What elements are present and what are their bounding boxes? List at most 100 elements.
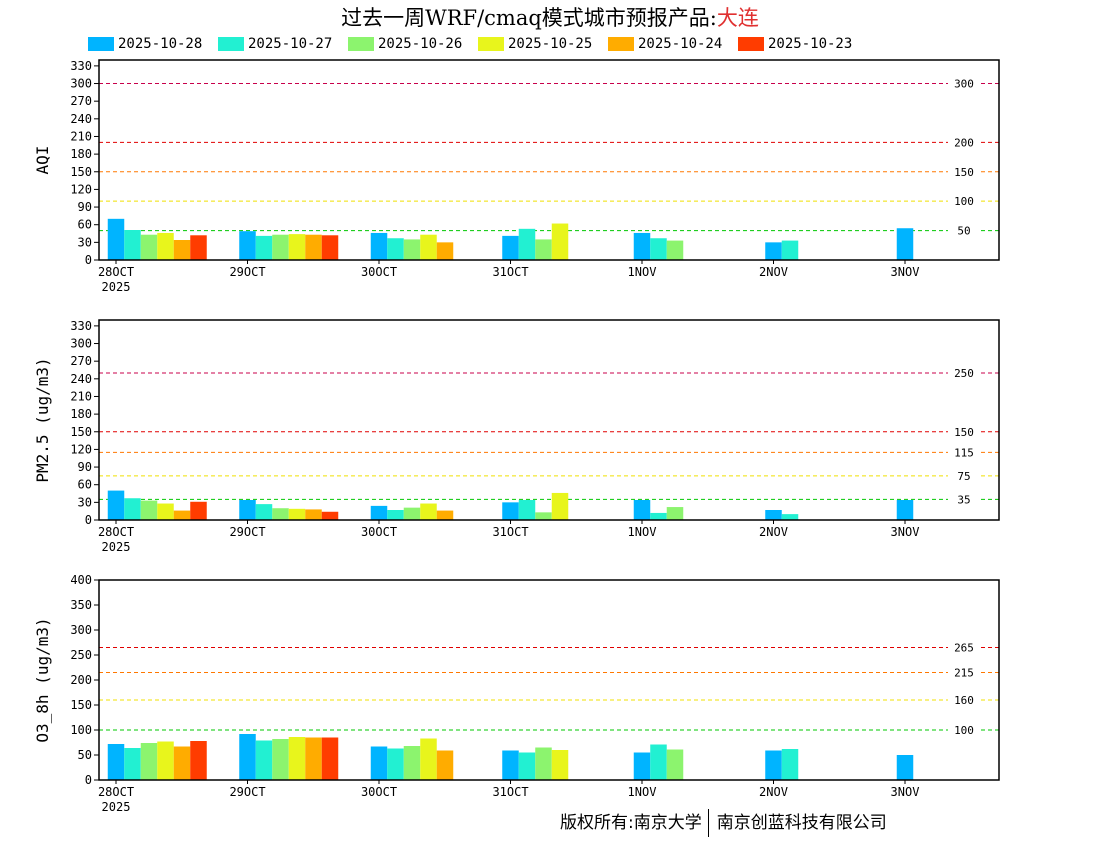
legend-swatch xyxy=(608,37,634,51)
bar xyxy=(239,231,256,260)
y-tick-label: 330 xyxy=(70,319,92,333)
y-tick-label: 0 xyxy=(85,773,92,787)
bar xyxy=(650,744,667,780)
bar xyxy=(157,503,174,520)
bar xyxy=(551,492,569,520)
y-tick-label: 240 xyxy=(70,372,92,386)
threshold-label: 100 xyxy=(954,724,974,737)
x-tick-label: 3NOV xyxy=(891,265,920,279)
bar xyxy=(502,502,519,520)
y-tick-label: 120 xyxy=(70,442,92,456)
x-tick-label: 31OCT xyxy=(492,785,528,799)
bar xyxy=(650,238,667,260)
threshold-label-bg xyxy=(948,224,980,237)
copyright-right: 南京创蓝科技有限公司 xyxy=(716,813,887,833)
bar xyxy=(403,746,421,780)
y-tick-label: 210 xyxy=(70,389,92,403)
y-tick-label: 250 xyxy=(70,648,92,662)
bar xyxy=(420,503,437,520)
threshold-label: 100 xyxy=(954,195,974,208)
legend-label: 2025-10-26 xyxy=(378,36,463,52)
plot-frame xyxy=(98,319,1000,521)
bar xyxy=(140,234,158,260)
bar xyxy=(157,741,174,780)
bar xyxy=(321,235,339,260)
bar xyxy=(781,749,799,780)
threshold-label: 115 xyxy=(954,446,974,459)
threshold-label: 50 xyxy=(957,225,970,238)
y-tick-label: 240 xyxy=(70,112,92,126)
x-tick-label: 30OCT xyxy=(361,785,397,799)
x-tick-label: 30OCT xyxy=(361,265,397,279)
y-tick-label: 270 xyxy=(70,354,92,368)
bar xyxy=(239,734,256,780)
x-year-label: 2025 xyxy=(102,800,131,814)
bar xyxy=(190,501,207,520)
legend-swatch xyxy=(348,37,374,51)
y-tick-label: 0 xyxy=(85,253,92,267)
bar xyxy=(436,242,454,260)
bar xyxy=(387,238,404,260)
y-tick-label: 300 xyxy=(70,77,92,91)
threshold-label-bg xyxy=(948,469,980,482)
x-tick-label: 30OCT xyxy=(361,525,397,539)
threshold-label-bg xyxy=(948,641,980,654)
bar xyxy=(370,505,388,520)
bar xyxy=(387,510,404,520)
threshold-label-bg xyxy=(948,425,980,438)
bar xyxy=(239,500,256,520)
threshold-label-bg xyxy=(948,666,980,679)
title-main: 过去一周WRF/cmaq模式城市预报产品: xyxy=(341,6,717,30)
x-tick-label: 31OCT xyxy=(492,525,528,539)
copyright: 版权所有:南京大学 南京创蓝科技有限公司 xyxy=(560,808,887,838)
y-tick-label: 300 xyxy=(70,623,92,637)
x-tick-label: 3NOV xyxy=(891,525,920,539)
bar xyxy=(518,752,536,780)
bar xyxy=(387,748,404,780)
threshold-label: 150 xyxy=(954,426,974,439)
bar xyxy=(173,240,191,260)
x-tick-label: 28OCT xyxy=(98,525,134,539)
bar xyxy=(140,743,158,780)
bar xyxy=(272,234,289,260)
threshold-label: 265 xyxy=(954,642,974,655)
bar xyxy=(535,239,552,260)
threshold-label: 35 xyxy=(957,493,970,506)
x-year-label: 2025 xyxy=(102,540,131,554)
threshold-label-bg xyxy=(948,446,980,459)
bar xyxy=(403,507,421,520)
bar xyxy=(321,737,339,780)
bar xyxy=(633,232,651,260)
bar xyxy=(765,750,782,780)
bar xyxy=(272,508,289,520)
bar xyxy=(305,234,322,260)
title-city: 大连 xyxy=(716,6,759,30)
bar xyxy=(190,741,207,780)
y-tick-label: 180 xyxy=(70,407,92,421)
x-tick-label: 2NOV xyxy=(759,785,788,799)
x-tick-label: 28OCT xyxy=(98,265,134,279)
x-tick-label: 28OCT xyxy=(98,785,134,799)
x-tick-label: 1NOV xyxy=(628,785,657,799)
y-tick-label: 0 xyxy=(85,513,92,527)
y-tick-label: 400 xyxy=(70,573,92,587)
y-tick-label: 60 xyxy=(78,478,92,492)
y-tick-label: 150 xyxy=(70,165,92,179)
bar xyxy=(666,507,684,520)
legend-swatch xyxy=(738,37,764,51)
bar xyxy=(288,737,306,780)
bar xyxy=(173,746,191,780)
y-tick-label: 200 xyxy=(70,673,92,687)
bar xyxy=(255,235,273,260)
x-tick-label: 29OCT xyxy=(229,265,265,279)
y-tick-label: 330 xyxy=(70,59,92,73)
bar xyxy=(370,232,388,260)
bar xyxy=(781,514,799,520)
bar xyxy=(765,242,782,260)
bar xyxy=(173,510,191,520)
y-tick-label: 60 xyxy=(78,218,92,232)
y-tick-label: 90 xyxy=(78,200,92,214)
bar xyxy=(518,500,536,520)
threshold-label-bg xyxy=(948,136,980,149)
